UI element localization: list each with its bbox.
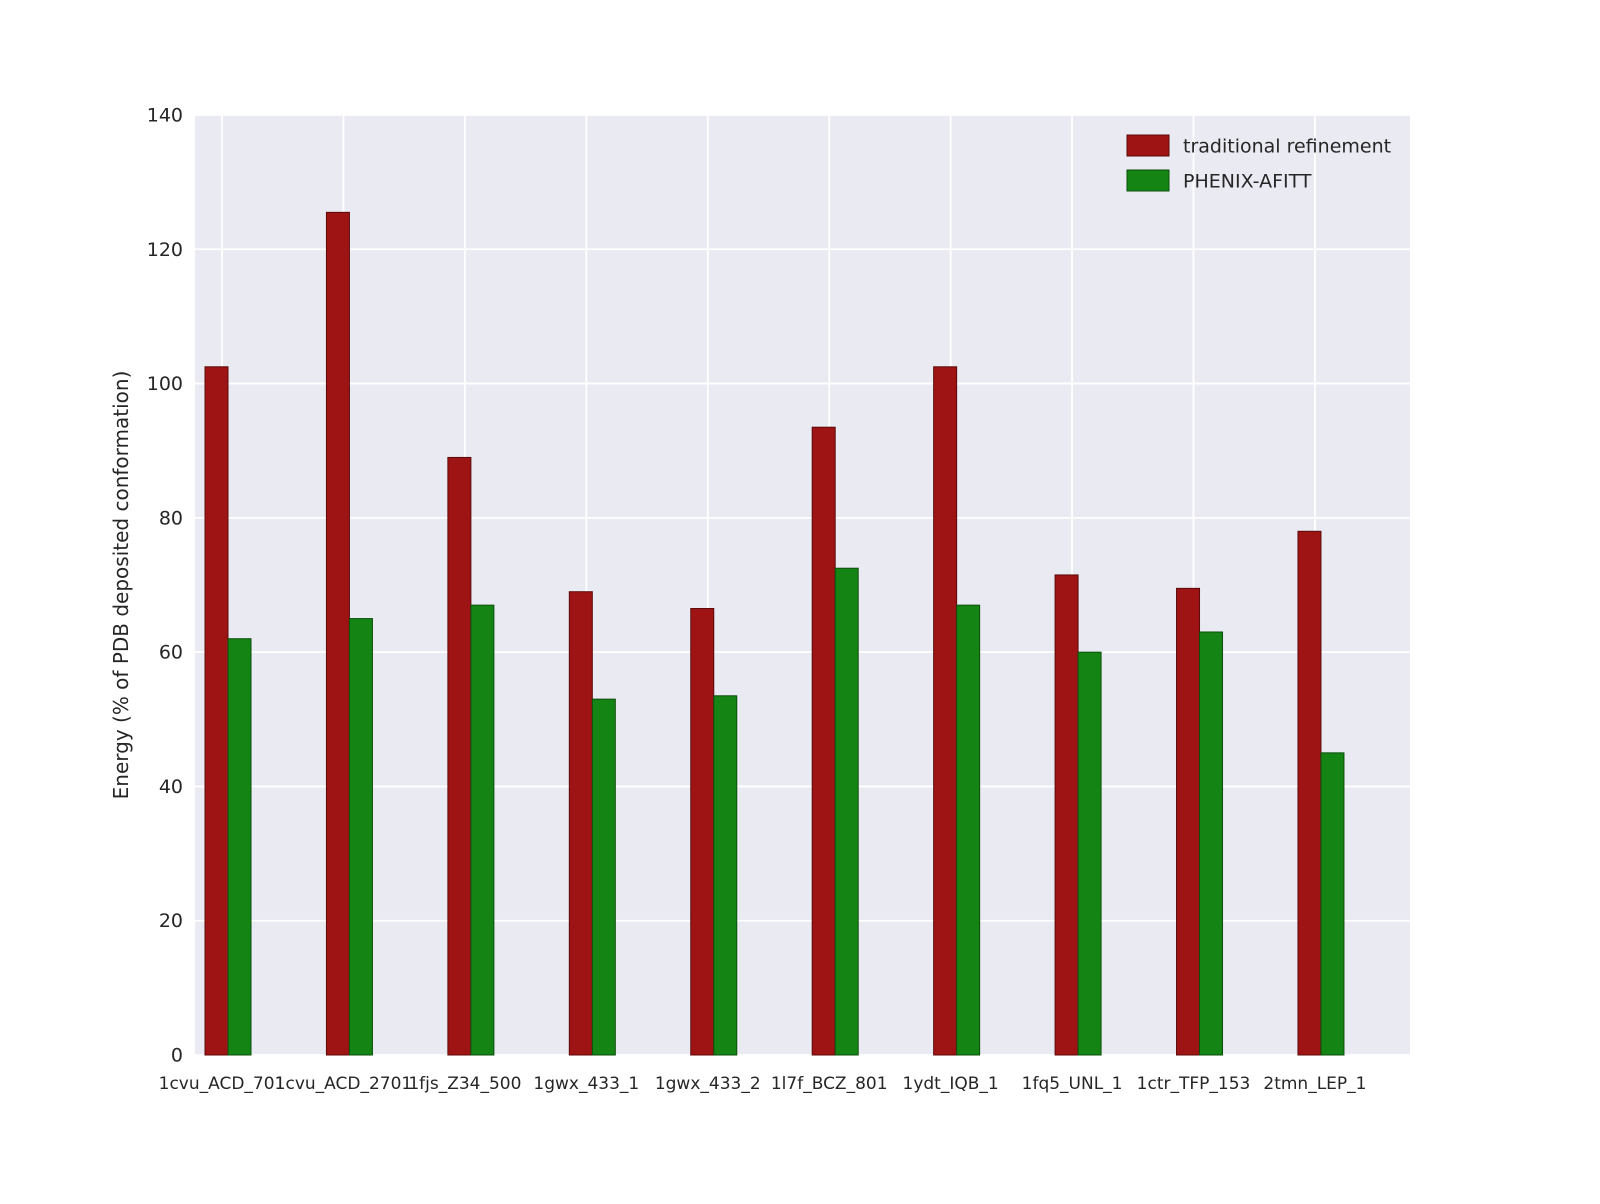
bar-phenix-afitt-1cvu_ACD_701 [227,638,252,1056]
bar-phenix-afitt-1fq5_UNL_1 [1077,651,1102,1056]
x-tick-label: 1ctr_TFP_153 [1137,1074,1251,1094]
bar-phenix-afitt-2tmn_LEP_1 [1320,752,1345,1056]
x-tick-label: 1cvu_ACD_2701 [275,1074,413,1094]
y-tick-label: 0 [171,1045,183,1067]
bar-phenix-afitt-1ctr_TFP_153 [1199,631,1224,1056]
y-tick-label: 120 [147,239,183,261]
bar-traditional-refinement-1cvu_ACD_2701 [325,211,350,1056]
bar-phenix-afitt-1gwx_433_2 [713,695,738,1056]
bar-traditional-refinement-1l7f_BCZ_801 [811,426,836,1056]
bar-traditional-refinement-1cvu_ACD_701 [204,366,229,1056]
plot-group: 0 20 40 60 80 100 120 140 1cvu_ACD_7011cvu_ACD_2… [147,105,1410,1094]
y-tick-label: 80 [159,507,183,529]
bar-traditional-refinement-1ctr_TFP_153 [1176,587,1201,1056]
legend-label: PHENIX-AFITT [1183,171,1312,193]
legend-label: traditional refinement [1183,136,1391,158]
bar-traditional-refinement-2tmn_LEP_1 [1297,530,1322,1056]
bar-phenix-afitt-1fjs_Z34_500 [470,604,495,1056]
y-tick-label: 60 [159,642,183,664]
x-tick-label: 1fjs_Z34_500 [408,1074,521,1094]
bar-traditional-refinement-1gwx_433_2 [690,608,715,1056]
bar-phenix-afitt-1ydt_IQB_1 [956,604,981,1056]
y-tick-label: 100 [147,373,183,395]
bar-phenix-afitt-1l7f_BCZ_801 [834,567,859,1056]
x-tick-label: 1ydt_IQB_1 [903,1074,999,1094]
bar-traditional-refinement-1gwx_433_1 [568,591,593,1056]
plot-area [195,115,1410,1055]
x-tick-label: 1fq5_UNL_1 [1022,1074,1123,1094]
x-tick-label: 1gwx_433_2 [655,1074,761,1094]
y-axis-label: Energy (% of PDB deposited conformation) [109,371,133,800]
bar-phenix-afitt-1cvu_ACD_2701 [348,618,373,1056]
legend-swatch-phenix-afitt [1126,169,1170,192]
bar-traditional-refinement-1fq5_UNL_1 [1054,574,1079,1056]
x-tick-label: 2tmn_LEP_1 [1263,1074,1366,1094]
legend-swatch-traditional-refinement [1126,134,1170,157]
y-tick-label: 40 [159,776,183,798]
bar-traditional-refinement-1ydt_IQB_1 [933,366,958,1056]
y-tick-label: 20 [159,910,183,932]
x-tick-label: 1l7f_BCZ_801 [771,1074,888,1094]
bar-traditional-refinement-1fjs_Z34_500 [447,456,472,1056]
x-tick-label: 1gwx_433_1 [533,1074,639,1094]
y-tick-label: 140 [147,105,183,127]
x-tick-label: 1cvu_ACD_701 [159,1074,286,1094]
bar-phenix-afitt-1gwx_433_1 [591,698,616,1056]
